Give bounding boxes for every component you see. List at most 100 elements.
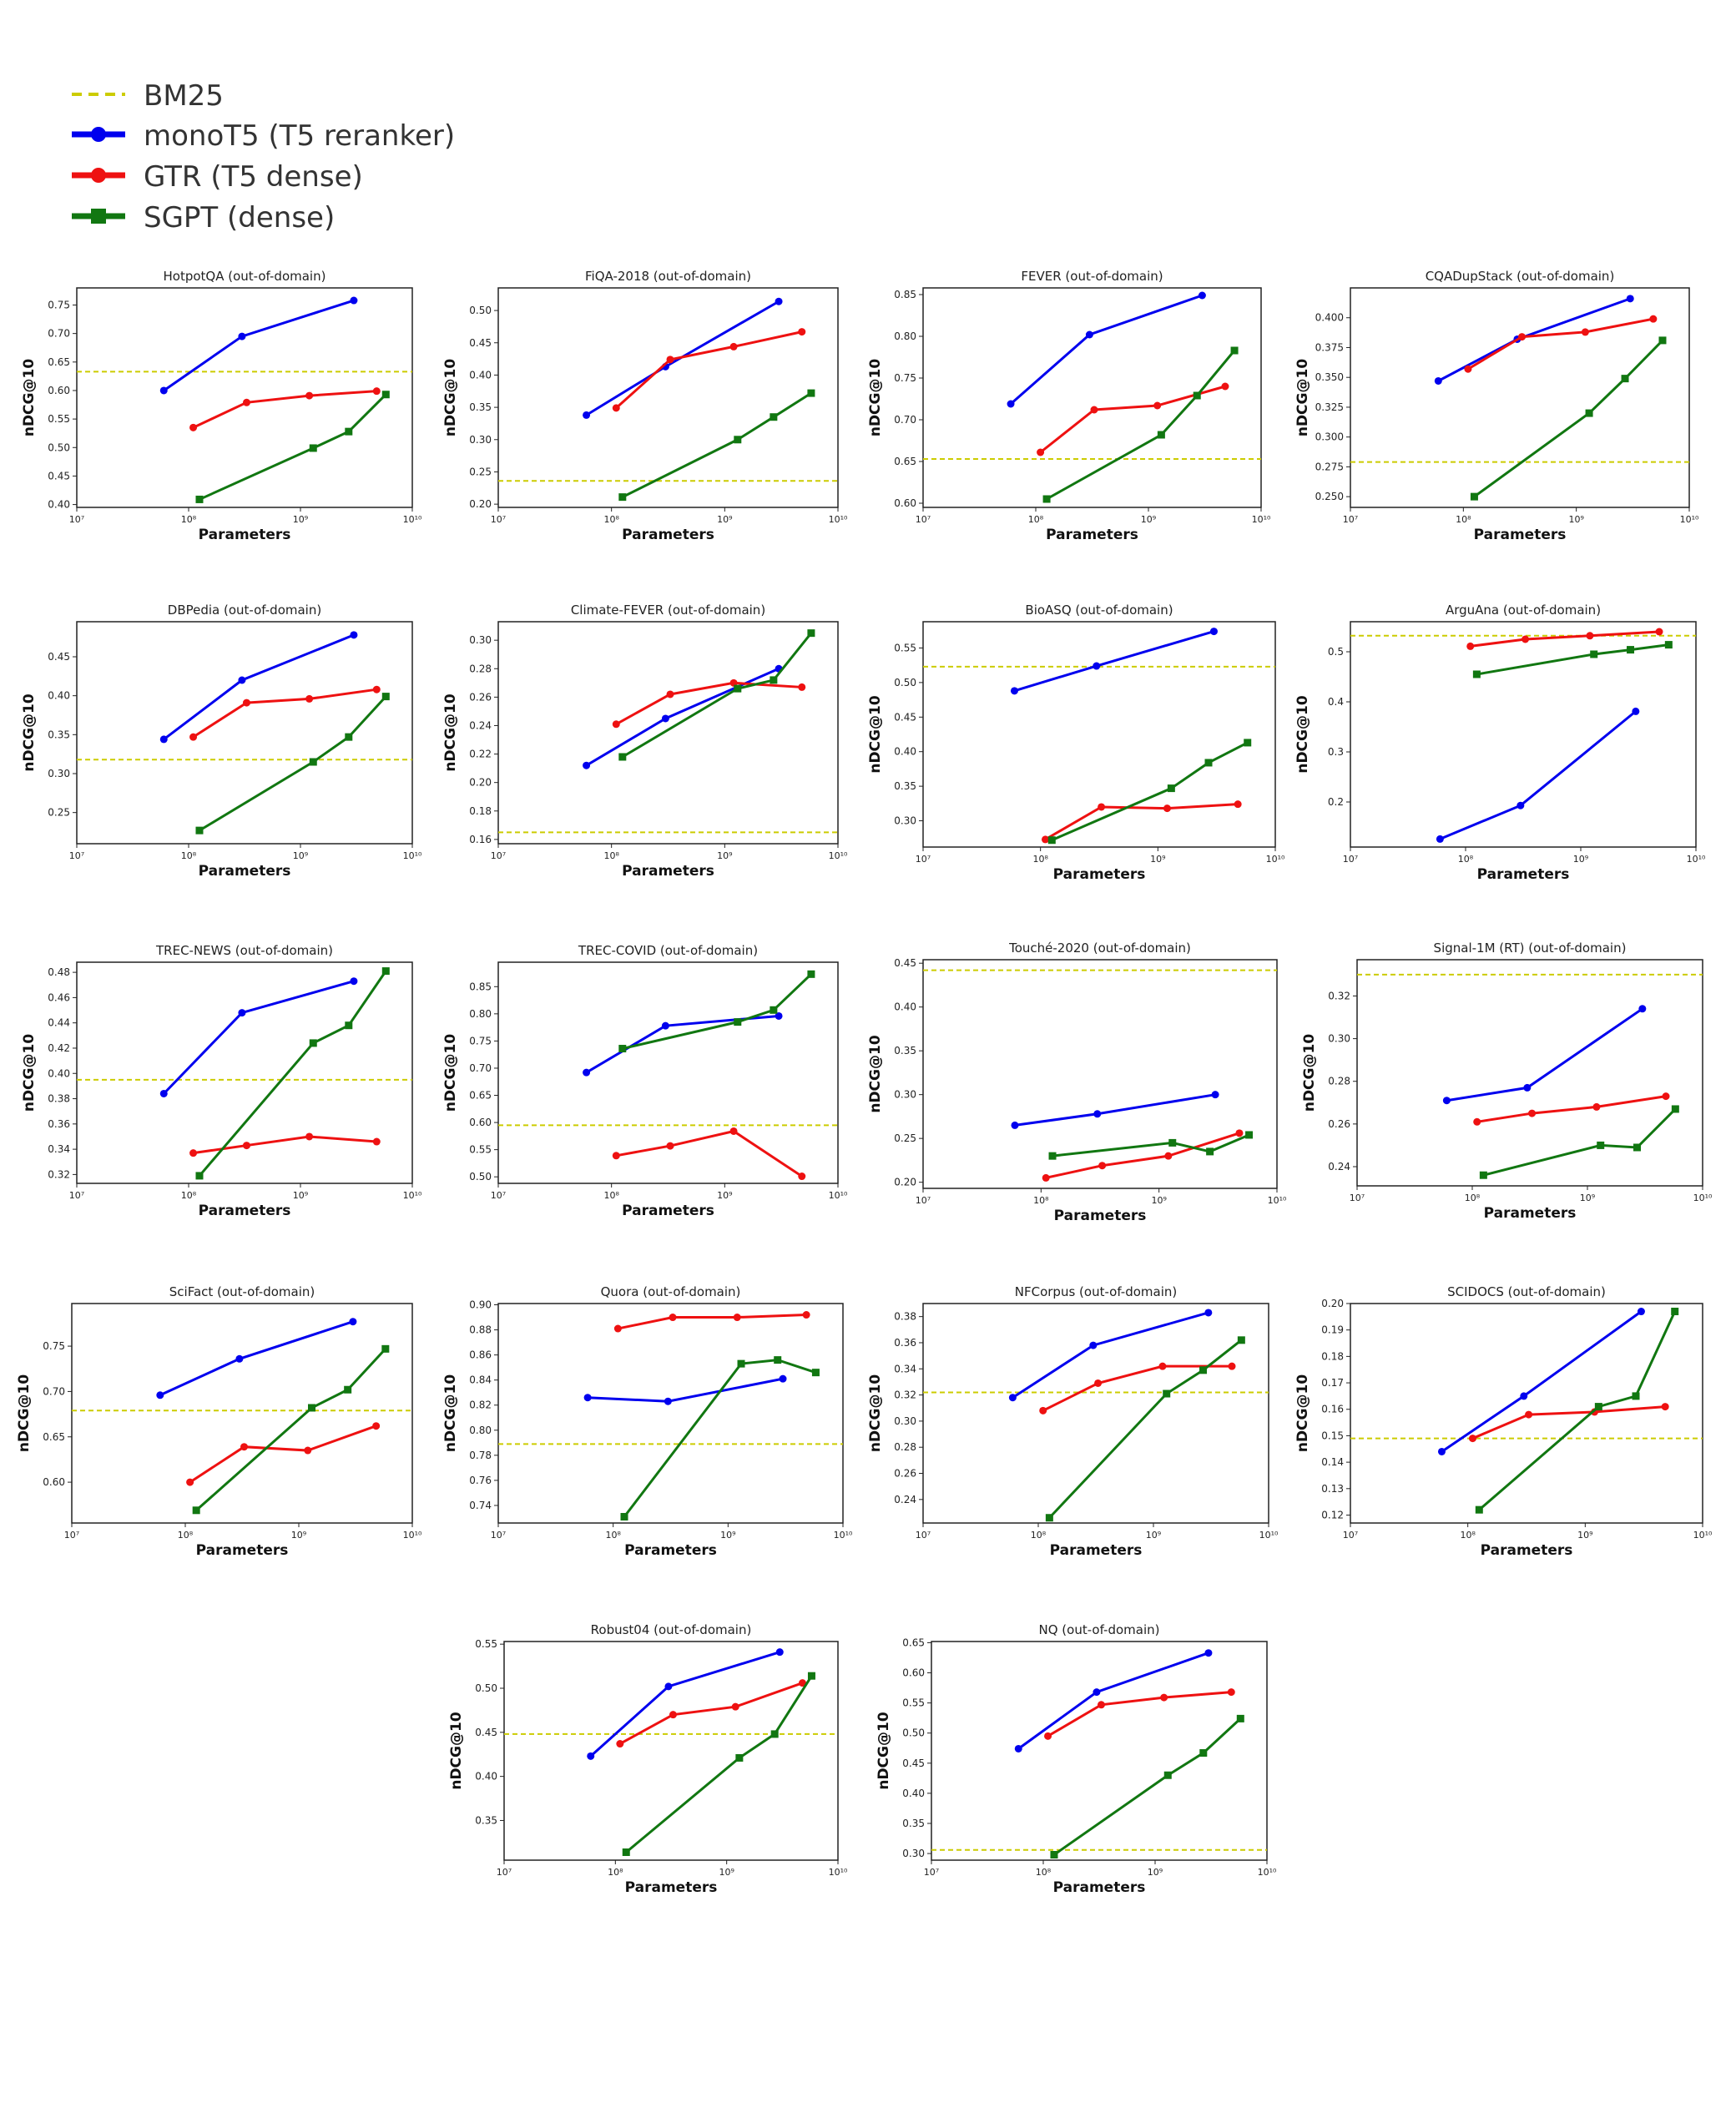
data-point xyxy=(737,1359,745,1368)
y-tick-label: 0.75 xyxy=(43,1340,65,1352)
series-line xyxy=(1476,1095,1667,1123)
data-point xyxy=(583,761,591,769)
plot-area xyxy=(1350,621,1697,848)
data-point xyxy=(1228,1362,1236,1370)
x-tick-label: 10⁷ xyxy=(491,514,506,525)
y-tick-label: 0.28 xyxy=(894,1441,916,1453)
data-point xyxy=(1093,662,1101,670)
data-point xyxy=(779,1374,787,1383)
y-tick-label: 0.40 xyxy=(894,1001,916,1013)
data-point xyxy=(1010,687,1018,695)
x-tick-label: 10¹⁰ xyxy=(829,850,848,861)
x-axis-label: Parameters xyxy=(1474,527,1567,543)
data-point xyxy=(1090,406,1098,414)
x-tick-label: 10⁷ xyxy=(1350,1193,1365,1203)
data-point xyxy=(798,683,806,691)
x-tick-label: 10¹⁰ xyxy=(1693,1530,1713,1541)
chart-panel: NQ (out-of-domain) 0.30 0.35 0.40 0.45 0.50 0.… xyxy=(876,1622,1277,1896)
y-axis-label: nDCG@10 xyxy=(21,1034,38,1112)
x-tick-label: 10⁸ xyxy=(608,1867,623,1878)
y-tick-label: 0.44 xyxy=(48,1017,70,1029)
data-point xyxy=(186,1478,194,1486)
chart-title: TREC-NEWS (out-of-domain) xyxy=(155,943,333,958)
data-point xyxy=(1085,330,1093,339)
y-tick-label: 0.65 xyxy=(894,456,916,467)
data-point xyxy=(1163,804,1171,813)
data-point xyxy=(1048,1152,1057,1160)
data-point xyxy=(1042,1173,1050,1182)
data-point xyxy=(307,1404,315,1412)
x-tick-label: 10⁹ xyxy=(1148,1867,1163,1878)
x-axis-label: Parameters xyxy=(199,1203,291,1219)
series-line xyxy=(1476,643,1669,676)
data-point xyxy=(189,1149,198,1157)
legend-item-gtr: GTR (T5 dense) xyxy=(72,160,363,194)
x-tick-label: 10⁹ xyxy=(1141,514,1156,525)
y-tick-label: 0.40 xyxy=(475,1771,497,1783)
plot-area xyxy=(76,621,413,845)
x-tick-label: 10⁸ xyxy=(605,1530,621,1541)
data-point xyxy=(618,493,627,502)
chart-title: DBPedia (out-of-domain) xyxy=(168,603,321,618)
y-tick-label: 0.19 xyxy=(1321,1324,1344,1336)
data-point xyxy=(1008,1394,1017,1402)
series-line xyxy=(1047,1691,1232,1737)
data-point xyxy=(1153,401,1162,410)
x-tick-label: 10⁷ xyxy=(1343,1530,1358,1541)
data-point xyxy=(618,753,627,761)
data-point xyxy=(1206,1147,1214,1156)
data-point xyxy=(1050,1851,1058,1859)
data-point xyxy=(798,1173,806,1181)
y-tick-label: 0.50 xyxy=(902,1727,925,1739)
data-point xyxy=(350,296,358,305)
chart-panel: TREC-NEWS (out-of-domain) 0.32 0.34 0.36 0.3… xyxy=(21,943,422,1219)
y-tick-label: 0.40 xyxy=(48,499,70,511)
y-axis-label: nDCG@10 xyxy=(867,1374,884,1452)
y-tick-label: 0.70 xyxy=(469,1062,492,1074)
y-tick-label: 0.30 xyxy=(894,815,916,827)
y-tick-label: 0.45 xyxy=(894,711,916,723)
data-point xyxy=(305,694,314,703)
x-axis-label: Parameters xyxy=(196,1542,289,1559)
data-point xyxy=(1045,1514,1053,1522)
y-tick-label: 0.20 xyxy=(1321,1298,1344,1309)
data-point xyxy=(1627,646,1635,654)
chart-panel: Touché-2020 (out-of-domain) 0.20 0.25 0.30 0… xyxy=(867,941,1287,1224)
legend-item-monot5: monoT5 (T5 reranker) xyxy=(72,119,455,153)
data-point xyxy=(1047,836,1056,845)
data-point xyxy=(613,1324,622,1333)
series-line xyxy=(199,695,387,832)
data-point xyxy=(238,676,246,684)
y-tick-label: 0.50 xyxy=(894,677,916,688)
y-tick-label: 0.80 xyxy=(894,330,916,342)
data-point xyxy=(729,342,738,350)
y-tick-label: 0.3 xyxy=(1328,746,1344,758)
chart-panel: ArguAna (out-of-domain) 0.2 0.3 0.4 0.5 10⁷ 10… xyxy=(1294,603,1706,883)
series-line xyxy=(1467,317,1654,371)
y-tick-label: 0.55 xyxy=(48,413,70,425)
data-point xyxy=(1093,1110,1102,1118)
data-point xyxy=(235,1354,244,1363)
x-tick-label: 10⁸ xyxy=(1033,1195,1049,1206)
y-tick-label: 0.45 xyxy=(48,651,70,663)
x-tick-label: 10¹⁰ xyxy=(834,1530,853,1541)
data-point xyxy=(242,398,250,406)
series-line xyxy=(193,1135,377,1155)
x-tick-label: 10⁹ xyxy=(291,1530,306,1541)
x-axis-label: Parameters xyxy=(1477,866,1570,883)
x-tick-label: 10⁹ xyxy=(720,1530,735,1541)
x-tick-label: 10⁸ xyxy=(1458,854,1474,865)
data-point xyxy=(1230,346,1239,355)
data-point xyxy=(1621,375,1629,383)
series-line xyxy=(1046,350,1236,501)
chart-title: ArguAna (out-of-domain) xyxy=(1446,603,1601,618)
y-tick-label: 0.34 xyxy=(48,1143,70,1155)
series-line xyxy=(195,1348,386,1511)
data-point xyxy=(774,1356,782,1364)
data-point xyxy=(192,1506,200,1515)
data-point xyxy=(1522,635,1530,643)
x-tick-label: 10¹⁰ xyxy=(403,514,422,525)
plot-area xyxy=(931,1641,1268,1861)
x-tick-label: 10⁷ xyxy=(916,1195,931,1206)
plot-area xyxy=(76,961,413,1184)
